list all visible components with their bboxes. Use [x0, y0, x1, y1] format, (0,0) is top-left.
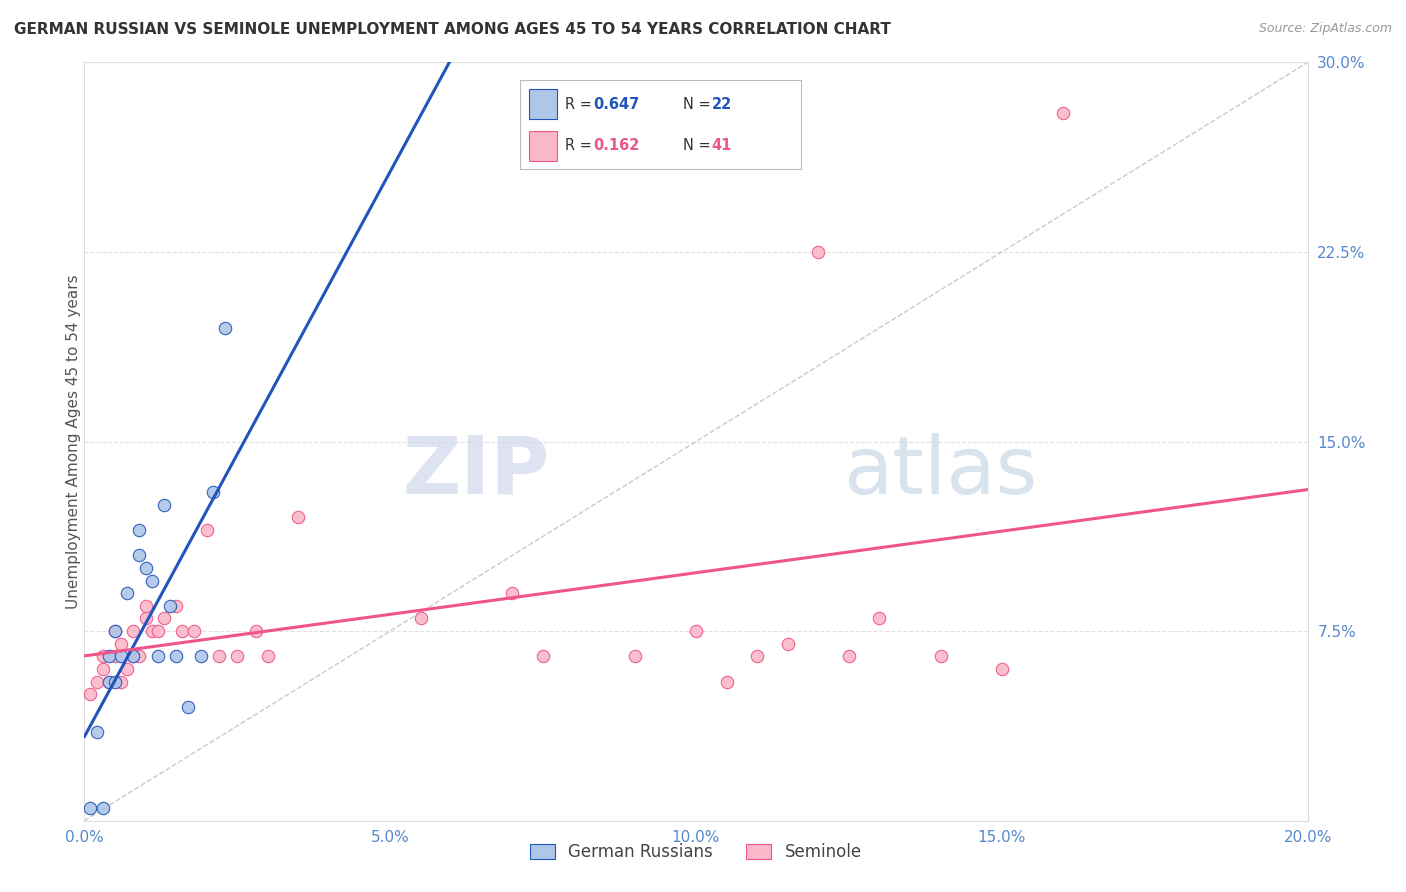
Point: [110, 649, 132, 664]
Point: [195, 523, 218, 537]
Point: [245, 624, 267, 639]
Point: [86, 674, 108, 689]
Point: [104, 624, 127, 639]
Point: [104, 649, 127, 664]
Text: 41: 41: [711, 138, 731, 153]
Point: [531, 649, 554, 664]
Point: [128, 548, 150, 563]
Point: [807, 244, 830, 259]
Point: [128, 523, 150, 537]
Point: [91, 649, 114, 664]
Point: [128, 649, 150, 664]
Point: [146, 624, 169, 639]
Point: [110, 637, 132, 651]
Point: [190, 649, 212, 664]
Point: [97, 674, 120, 689]
Point: [172, 624, 194, 639]
Point: [183, 624, 205, 639]
Point: [624, 649, 647, 664]
Text: N =: N =: [683, 138, 716, 153]
Point: [287, 510, 309, 524]
Point: [747, 649, 769, 664]
Point: [776, 637, 799, 651]
Point: [838, 649, 860, 664]
Point: [141, 624, 163, 639]
Point: [115, 586, 138, 600]
Legend: German Russians, Seminole: German Russians, Seminole: [522, 835, 870, 869]
Point: [135, 611, 157, 625]
Point: [135, 561, 157, 575]
Text: Source: ZipAtlas.com: Source: ZipAtlas.com: [1258, 22, 1392, 36]
Point: [991, 662, 1014, 676]
Text: 22: 22: [711, 97, 731, 112]
FancyBboxPatch shape: [529, 131, 557, 161]
Point: [97, 674, 120, 689]
Point: [257, 649, 280, 664]
Point: [214, 320, 236, 334]
Point: [86, 725, 108, 739]
Point: [135, 599, 157, 613]
Text: 0.162: 0.162: [593, 138, 640, 153]
Point: [104, 624, 127, 639]
Point: [122, 649, 145, 664]
Point: [104, 674, 127, 689]
Point: [159, 599, 181, 613]
Point: [165, 599, 187, 613]
Point: [153, 498, 176, 512]
Point: [1052, 106, 1074, 120]
Text: R =: R =: [565, 138, 596, 153]
Text: ZIP: ZIP: [402, 433, 550, 511]
Point: [122, 649, 145, 664]
Point: [685, 624, 707, 639]
Point: [502, 586, 524, 600]
Point: [201, 485, 224, 500]
Point: [110, 674, 132, 689]
Text: R =: R =: [565, 97, 596, 112]
Point: [146, 649, 169, 664]
Point: [115, 662, 138, 676]
Point: [79, 687, 101, 701]
Point: [97, 649, 120, 664]
Point: [409, 611, 432, 625]
Text: 0.647: 0.647: [593, 97, 640, 112]
Point: [716, 674, 738, 689]
Text: atlas: atlas: [842, 433, 1038, 511]
FancyBboxPatch shape: [529, 89, 557, 119]
Y-axis label: Unemployment Among Ages 45 to 54 years: Unemployment Among Ages 45 to 54 years: [66, 274, 80, 609]
Text: N =: N =: [683, 97, 716, 112]
Point: [869, 611, 891, 625]
Point: [929, 649, 952, 664]
Point: [177, 699, 200, 714]
Point: [91, 662, 114, 676]
Point: [208, 649, 231, 664]
Point: [165, 649, 187, 664]
Point: [141, 574, 163, 588]
Point: [153, 611, 176, 625]
Point: [122, 624, 145, 639]
Text: GERMAN RUSSIAN VS SEMINOLE UNEMPLOYMENT AMONG AGES 45 TO 54 YEARS CORRELATION CH: GERMAN RUSSIAN VS SEMINOLE UNEMPLOYMENT …: [14, 22, 891, 37]
Point: [226, 649, 249, 664]
Point: [79, 801, 101, 815]
Point: [91, 801, 114, 815]
